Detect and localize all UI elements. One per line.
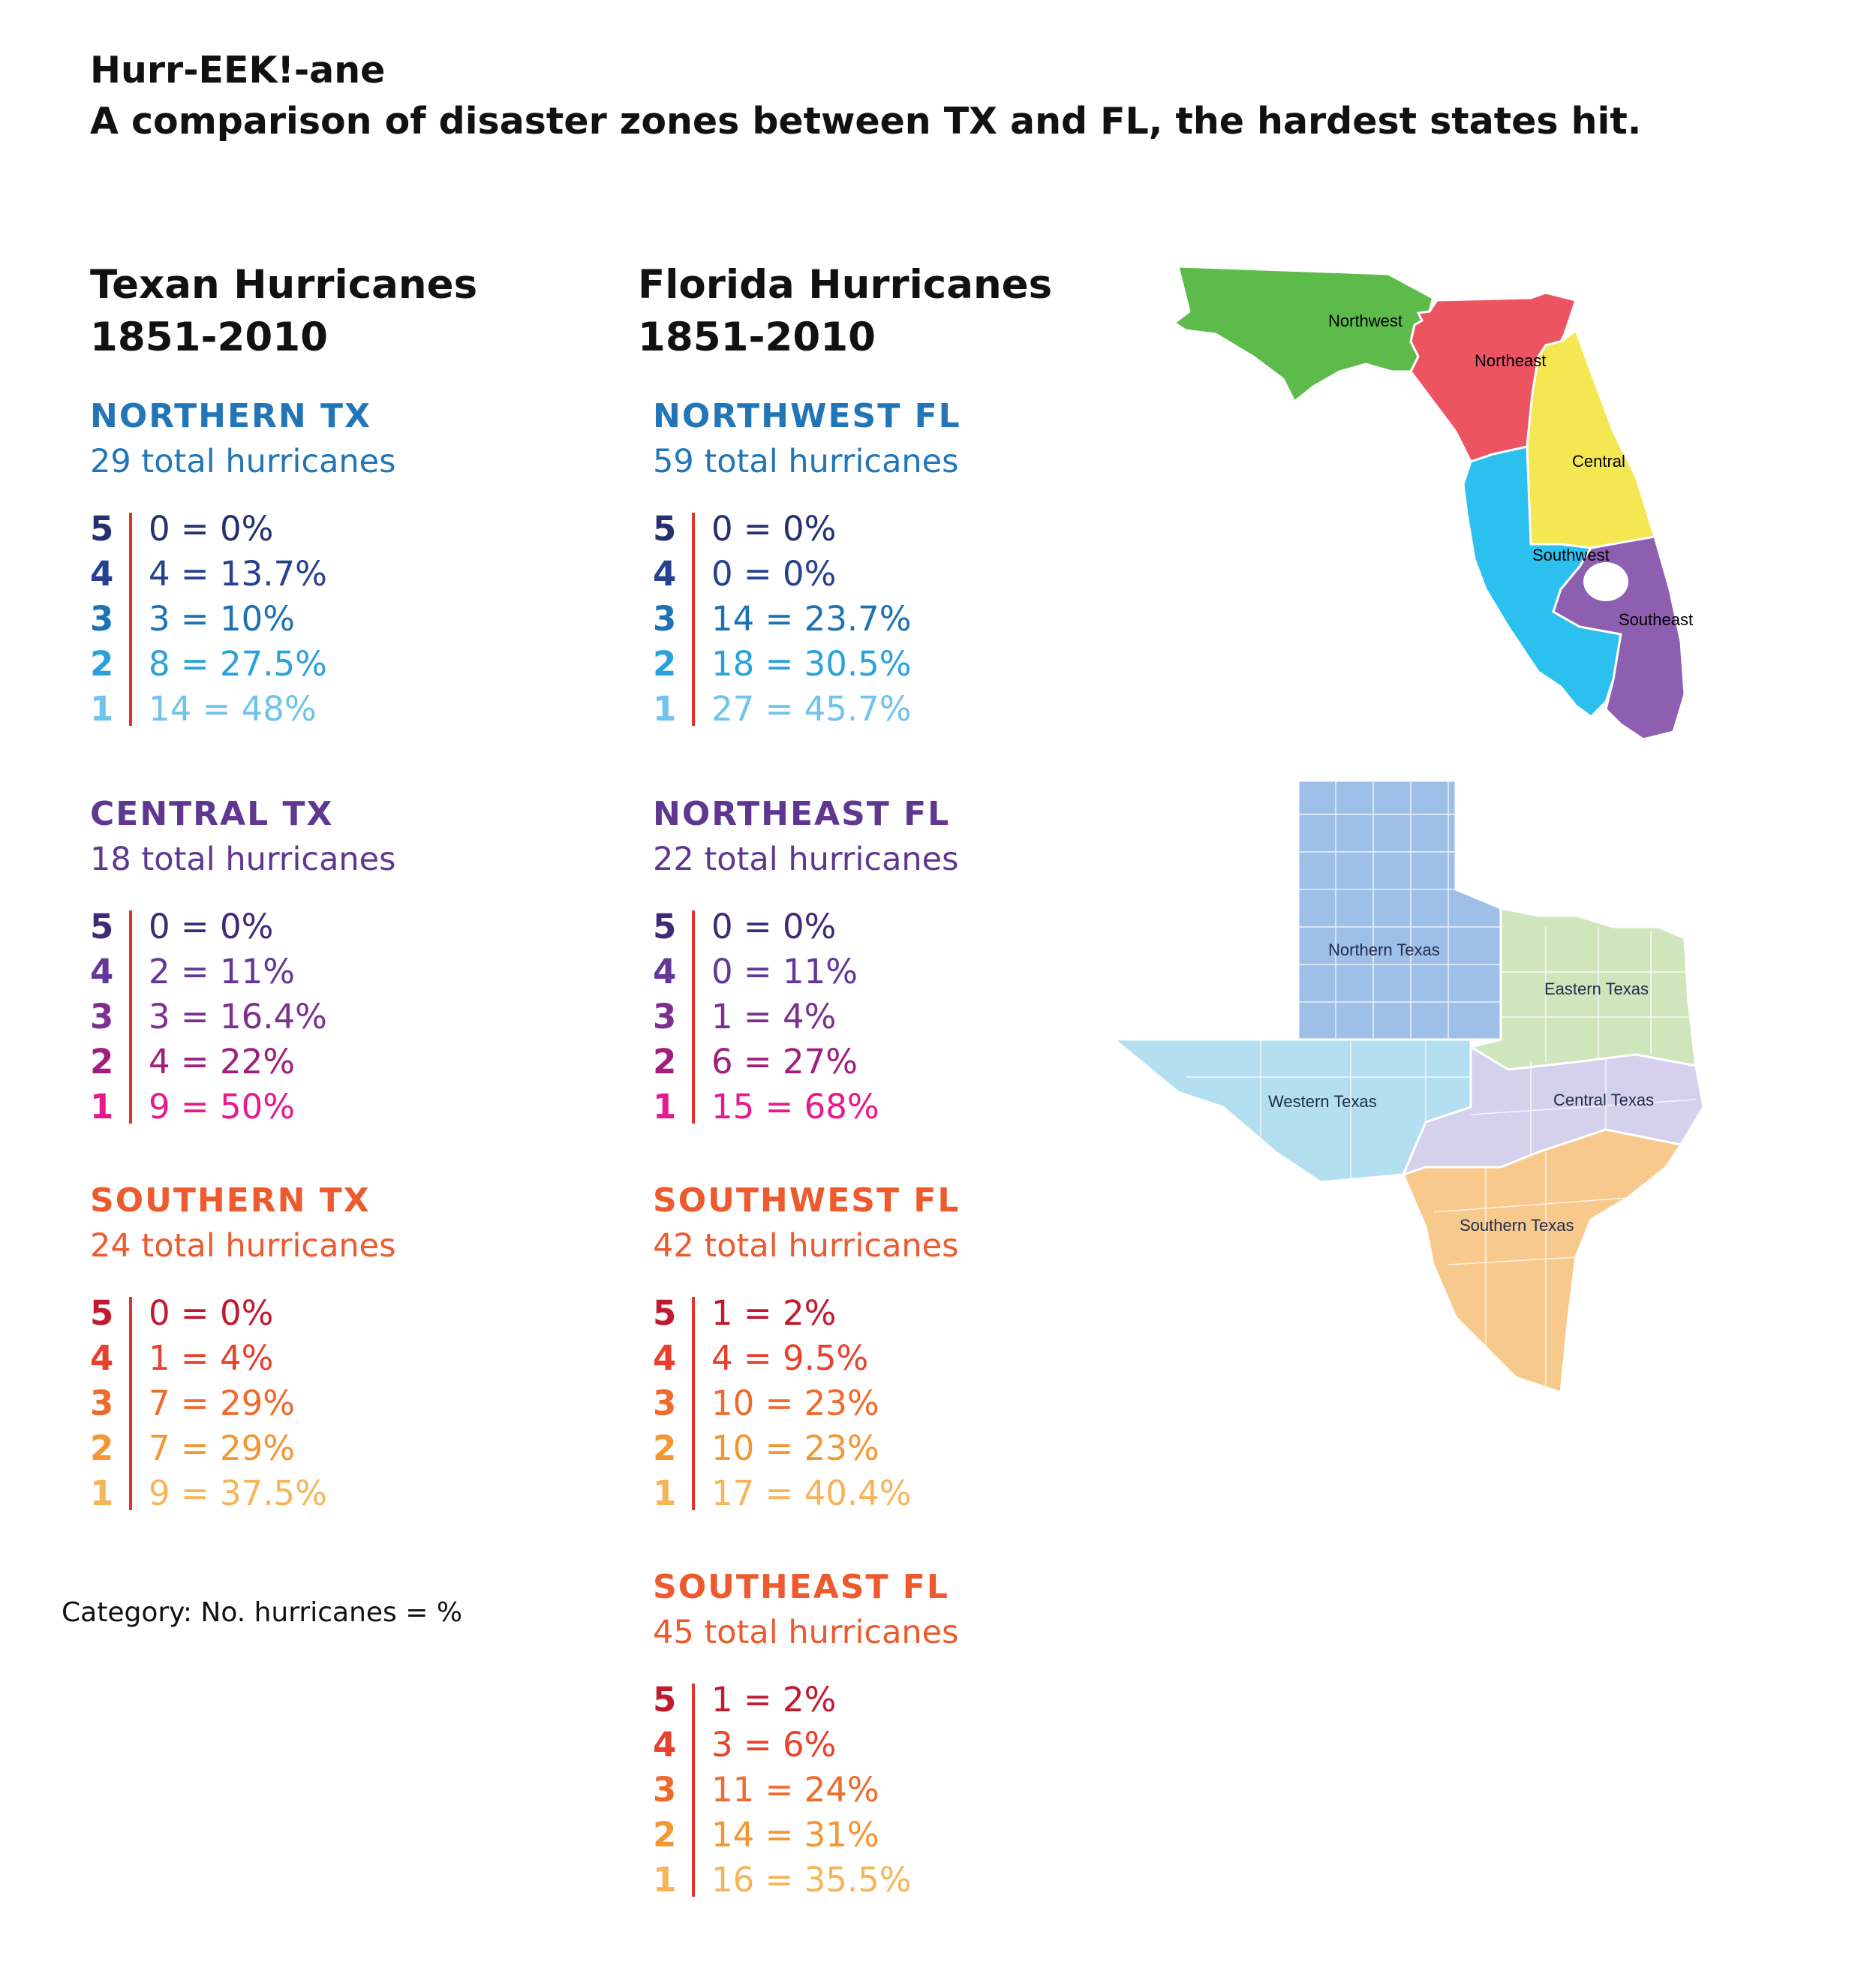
region-name: NORTHERN TX [90, 397, 371, 435]
map-label-northern-texas: Northern Texas [1328, 940, 1440, 959]
texas-northern-region [1297, 779, 1502, 1041]
texas-region-map: Northern Texas Eastern Texas Western Tex… [1111, 779, 1705, 1395]
lake-okeechobee [1583, 562, 1628, 601]
texas-southern-region [1401, 1128, 1683, 1395]
map-label-northwest: Northwest [1328, 311, 1402, 330]
region-name: CENTRAL TX [90, 795, 334, 833]
divider-line [129, 1297, 132, 1510]
divider-line [692, 910, 695, 1124]
divider-line [692, 1297, 695, 1510]
region-name: NORTHEAST FL [653, 795, 951, 833]
county-grid [1186, 781, 1697, 1385]
map-label-northeast: Northeast [1475, 351, 1546, 370]
region-name: SOUTHERN TX [90, 1181, 371, 1220]
map-label-central: Central [1572, 452, 1625, 471]
florida-region-map: Northwest Northeast Central Southwest So… [1172, 265, 1693, 741]
divider-line [129, 910, 132, 1124]
divider-line [692, 1684, 695, 1897]
florida-column-heading: Florida Hurricanes 1851-2010 [638, 262, 1053, 360]
map-label-western-texas: Western Texas [1268, 1092, 1377, 1111]
map-label-eastern-texas: Eastern Texas [1544, 979, 1649, 998]
region-name: NORTHWEST FL [653, 397, 961, 435]
region-total: 24 total hurricanes [90, 1227, 396, 1265]
region-total: 59 total hurricanes [653, 443, 959, 480]
region-total: 42 total hurricanes [653, 1227, 959, 1265]
region-total: 45 total hurricanes [653, 1614, 959, 1651]
map-label-southern-texas: Southern Texas [1460, 1216, 1574, 1235]
region-name: SOUTHWEST FL [653, 1181, 961, 1220]
texas-column-heading: Texan Hurricanes 1851-2010 [90, 262, 478, 360]
region-name: SOUTHEAST FL [653, 1568, 949, 1606]
region-total: 29 total hurricanes [90, 443, 396, 480]
map-label-central-texas: Central Texas [1553, 1091, 1654, 1109]
page-title: Hurr-EEK!-ane A comparison of disaster z… [90, 45, 1641, 147]
divider-line [692, 513, 695, 726]
map-label-southwest: Southwest [1532, 546, 1610, 564]
title-line-1: Hurr-EEK!-ane [90, 49, 386, 92]
region-total: 22 total hurricanes [653, 841, 959, 878]
region-total: 18 total hurricanes [90, 841, 396, 878]
legend-note: Category: No. hurricanes = % [62, 1597, 463, 1628]
title-line-2: A comparison of disaster zones between T… [90, 100, 1642, 143]
florida-central-region [1526, 328, 1656, 549]
map-label-southeast: Southeast [1619, 610, 1693, 629]
florida-northwest-region [1172, 265, 1439, 404]
divider-line [129, 513, 132, 726]
